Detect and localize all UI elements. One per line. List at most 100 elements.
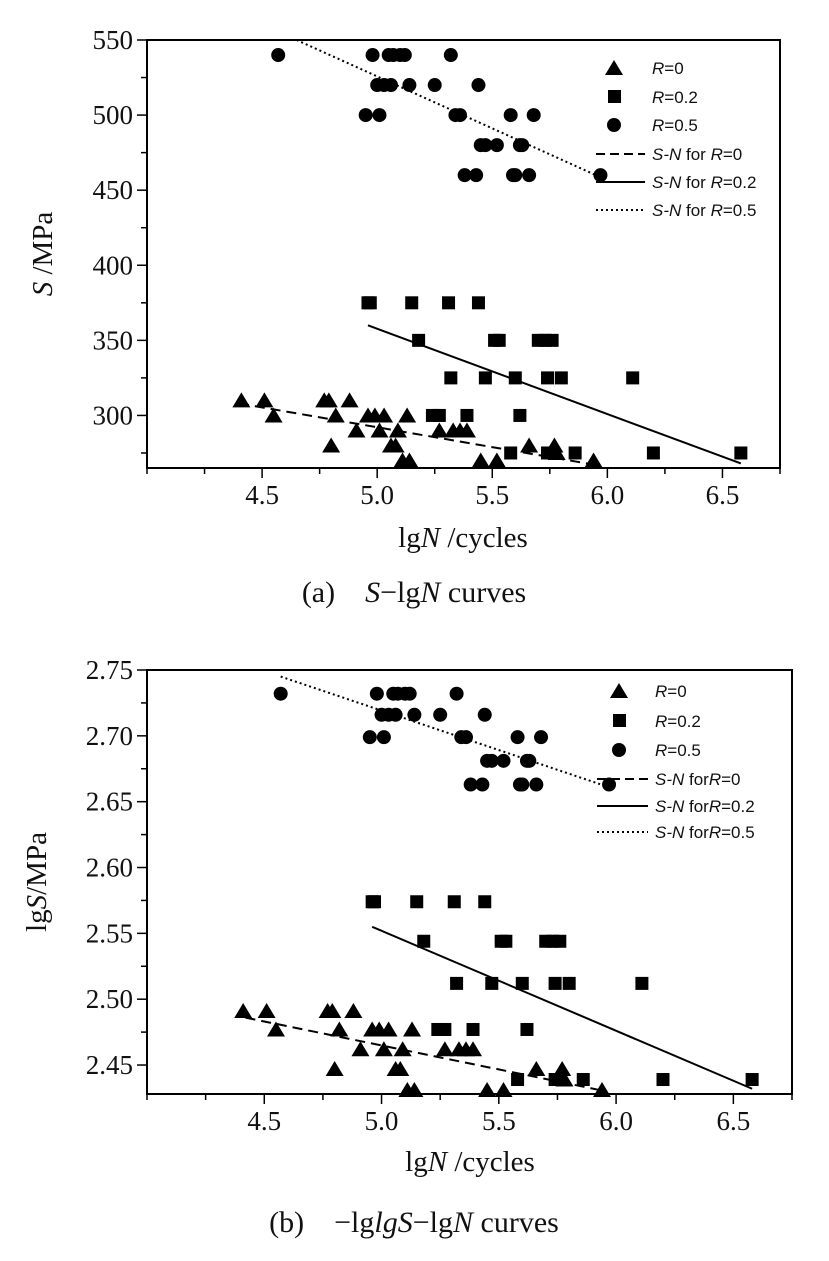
triangle-point — [430, 422, 449, 438]
legend-entry-sn-r05: S-N for R=0.5 — [596, 201, 756, 220]
square-point — [508, 371, 522, 385]
circle-point — [475, 777, 490, 792]
legend-label-r05: R=0.5 — [652, 116, 698, 135]
square-point — [548, 1073, 562, 1087]
panel-a-plot-frame — [146, 39, 781, 469]
triangle-point — [374, 1041, 393, 1057]
triangle-point — [319, 392, 338, 408]
square-point — [504, 446, 518, 460]
legend-label-sn-r0: S-N for R=0 — [652, 145, 742, 164]
square-point — [450, 976, 464, 990]
circle-point — [397, 48, 412, 63]
square-point — [635, 976, 649, 990]
circle-point — [407, 707, 422, 722]
circle-point — [602, 777, 617, 792]
panel-b-x-axis-label: lgN /cycles — [405, 1146, 535, 1178]
square-point — [447, 895, 461, 909]
triangle-point — [527, 1060, 546, 1076]
triangle-point — [344, 1003, 363, 1019]
legend-entry-sn-r05: S-N forR=0.5 — [597, 823, 755, 842]
panel-a-data-points — [232, 48, 748, 468]
triangle-point — [393, 1041, 412, 1057]
x-tick-label: 5.0 — [360, 480, 394, 510]
legend-entry-r02: R=0.2 — [613, 712, 701, 731]
square-point — [363, 296, 377, 310]
square-point — [442, 296, 456, 310]
triangle-point — [264, 407, 283, 423]
legend-entry-r05: R=0.5 — [612, 741, 701, 760]
x-tick-label: 6.5 — [706, 480, 740, 510]
panel-a-legend: R=0 R=0.2 R=0.5 S-N for R=0 S-N for R=0.… — [596, 59, 756, 220]
triangle-point — [386, 437, 405, 453]
triangle-point — [457, 422, 476, 438]
circle-point — [593, 168, 608, 183]
circle-point — [383, 78, 398, 93]
legend-label-sn-r05: S-N forR=0.5 — [655, 823, 755, 842]
y-tick-label: 2.75 — [86, 655, 133, 685]
square-point — [576, 1073, 590, 1087]
y-tick-label: 300 — [93, 400, 134, 430]
legend-label-sn-r02: S-N forR=0.2 — [655, 797, 755, 816]
square-point — [412, 333, 426, 347]
panel-a-y-axis-label: S /MPa — [27, 212, 59, 297]
y-tick-label: 500 — [93, 100, 134, 130]
triangle-point — [234, 1003, 253, 1019]
square-point — [410, 895, 424, 909]
triangle-point — [400, 452, 419, 468]
square-point — [548, 976, 562, 990]
legend-square-marker — [613, 714, 626, 727]
x-tick-label: 5.0 — [365, 1106, 399, 1136]
triangle-point — [553, 1060, 572, 1076]
panel-b-legend: R=0 R=0.2 R=0.5 S-N forR=0 S-N forR=0.2 … — [597, 682, 755, 842]
triangle-point — [267, 1021, 285, 1037]
panel-a-x-axis-label: lgN /cycles — [398, 522, 528, 554]
circle-point — [471, 78, 486, 93]
legend-circle-marker — [607, 118, 621, 132]
square-point — [466, 1022, 480, 1036]
square-point — [471, 296, 485, 310]
triangle-point — [471, 452, 490, 468]
legend-entry-r02: R=0.2 — [608, 88, 698, 107]
circle-point — [402, 78, 417, 93]
triangle-point — [403, 1021, 422, 1037]
legend-label-sn-r0: S-N forR=0 — [655, 770, 741, 789]
y-tick-label: 2.55 — [86, 918, 133, 948]
fit-line-dashed — [238, 402, 597, 466]
legend-label-r0: R=0 — [655, 682, 687, 701]
triangle-point — [435, 1041, 454, 1057]
circle-point — [534, 730, 549, 745]
square-point — [554, 371, 568, 385]
square-point — [520, 1022, 534, 1036]
square-point — [492, 333, 506, 347]
square-point — [626, 371, 640, 385]
circle-point — [478, 138, 493, 153]
circle-point — [477, 707, 492, 722]
y-tick-label: 400 — [93, 250, 134, 280]
x-tick-label: 6.5 — [716, 1106, 750, 1136]
circle-point — [463, 777, 478, 792]
circle-point — [522, 168, 537, 183]
panel-b-caption: (b) −lglgS−lgN curves — [269, 1206, 559, 1239]
square-point — [417, 934, 431, 948]
circle-point — [372, 108, 387, 123]
triangle-point — [323, 1003, 342, 1019]
fit-line-dashed — [245, 1016, 600, 1092]
legend-entry-r0: R=0 — [610, 682, 687, 701]
panel-a-fit-lines — [238, 39, 742, 466]
panel-a-axis-ticks: 4.5 5.0 5.5 6.0 6.5 300 350 400 450 500 550 — [93, 25, 781, 510]
circle-point — [376, 730, 391, 745]
square-point — [460, 408, 474, 422]
triangle-point — [330, 1021, 349, 1037]
triangle-point — [593, 1082, 612, 1098]
square-point — [734, 446, 748, 460]
triangle-point — [257, 1003, 276, 1019]
panel-b-data-points — [234, 686, 759, 1098]
circle-point — [443, 48, 458, 63]
circle-point — [449, 686, 464, 701]
y-tick-label: 2.45 — [86, 1050, 133, 1080]
panel-a-caption: (a) S−lgN curves — [302, 576, 526, 609]
circle-point — [402, 686, 417, 701]
square-point — [438, 1022, 452, 1036]
square-point — [646, 446, 660, 460]
legend-triangle-marker — [605, 60, 623, 75]
